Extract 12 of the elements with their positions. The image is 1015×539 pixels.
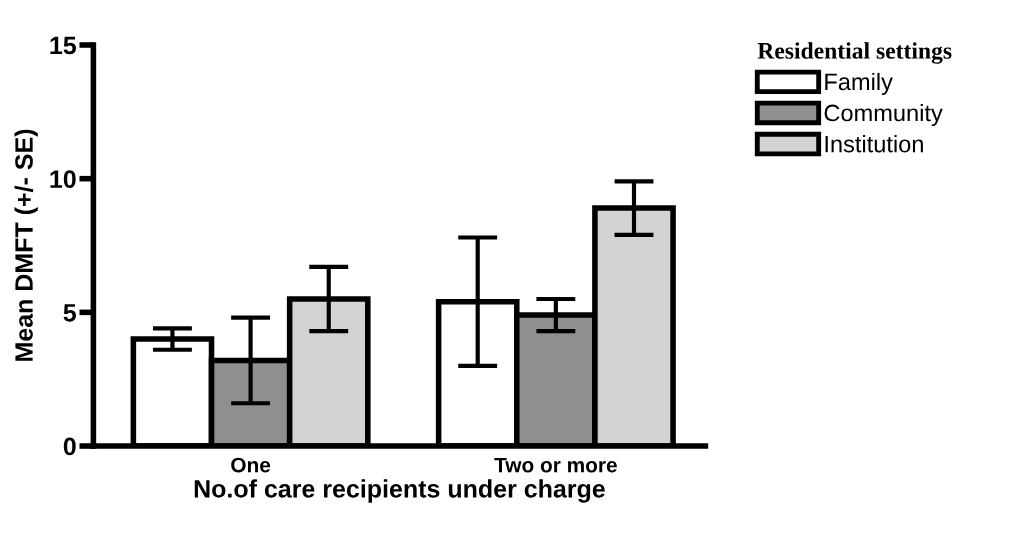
legend-label: Family xyxy=(825,72,893,95)
y-axis-title: Mean DMFT (+/- SE) xyxy=(14,129,38,361)
legend-label: Institution xyxy=(825,135,923,153)
legend-label: Community xyxy=(824,104,943,127)
x-tick-label: One xyxy=(231,457,271,473)
y-tick-label: 15 xyxy=(50,36,77,55)
x-tick-label: Two or more xyxy=(494,457,617,473)
legend-title: Residential settings xyxy=(757,42,952,64)
y-tick-label: 0 xyxy=(63,437,76,456)
x-axis-title: No.of care recipients under charge xyxy=(194,479,605,503)
y-tick-label: 5 xyxy=(63,304,77,322)
y-tick-label: 10 xyxy=(50,170,76,188)
